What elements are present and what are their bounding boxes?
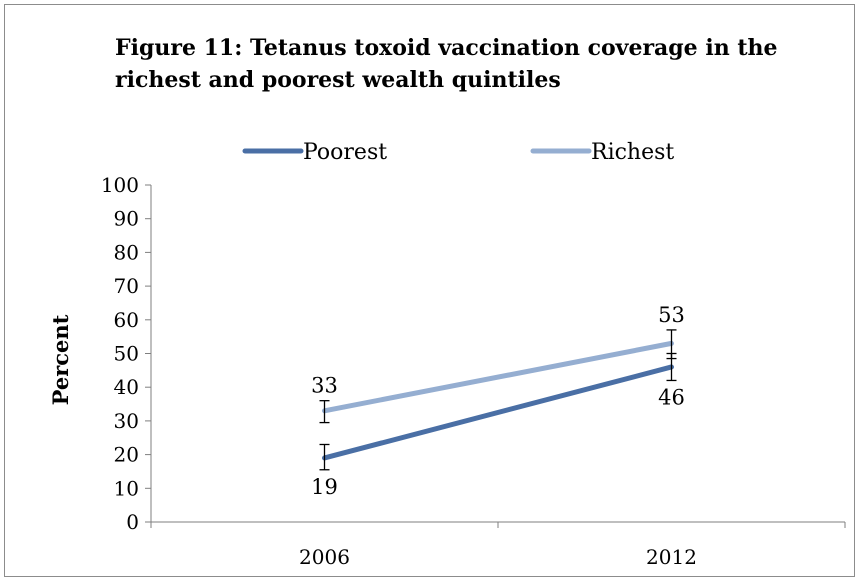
- chart-title-line-1: Figure 11: Tetanus toxoid vaccination co…: [115, 35, 778, 61]
- y-tick-label: 20: [114, 443, 139, 467]
- series-line-richest: [325, 343, 672, 410]
- legend-label-richest: Richest: [591, 140, 674, 165]
- y-tick-label: 70: [114, 274, 139, 298]
- y-tick-label: 100: [101, 173, 139, 197]
- chart-title-line-2: richest and poorest wealth quintiles: [115, 67, 561, 93]
- y-tick-label: 50: [114, 342, 139, 366]
- y-tick-label: 90: [114, 207, 139, 231]
- x-tick-label: 2006: [299, 545, 350, 569]
- y-axis-ticks: 0 10 20 30 40 50 60 70 80 90 100: [101, 173, 151, 534]
- data-label-poorest: 19: [311, 475, 338, 499]
- data-label-poorest: 46: [658, 385, 685, 409]
- y-tick-label: 40: [114, 375, 139, 399]
- x-tick-label: 2012: [646, 545, 697, 569]
- legend: Poorest Richest: [245, 140, 674, 165]
- y-tick-label: 60: [114, 308, 139, 332]
- x-axis-ticks: 2006 2012: [151, 522, 845, 569]
- y-tick-label: 0: [126, 510, 139, 534]
- y-tick-label: 30: [114, 409, 139, 433]
- legend-label-poorest: Poorest: [303, 140, 387, 165]
- series-richest: 33 53: [311, 303, 685, 423]
- y-axis-title: Percent: [48, 314, 73, 405]
- series-line-poorest: [325, 367, 672, 458]
- line-chart: Figure 11: Tetanus toxoid vaccination co…: [5, 5, 856, 578]
- y-tick-label: 80: [114, 240, 139, 264]
- data-label-richest: 33: [311, 374, 338, 398]
- data-label-richest: 53: [658, 303, 685, 327]
- series-layer: 19 46 33 53: [311, 303, 685, 499]
- chart-frame: Figure 11: Tetanus toxoid vaccination co…: [4, 4, 855, 577]
- y-tick-label: 10: [114, 476, 139, 500]
